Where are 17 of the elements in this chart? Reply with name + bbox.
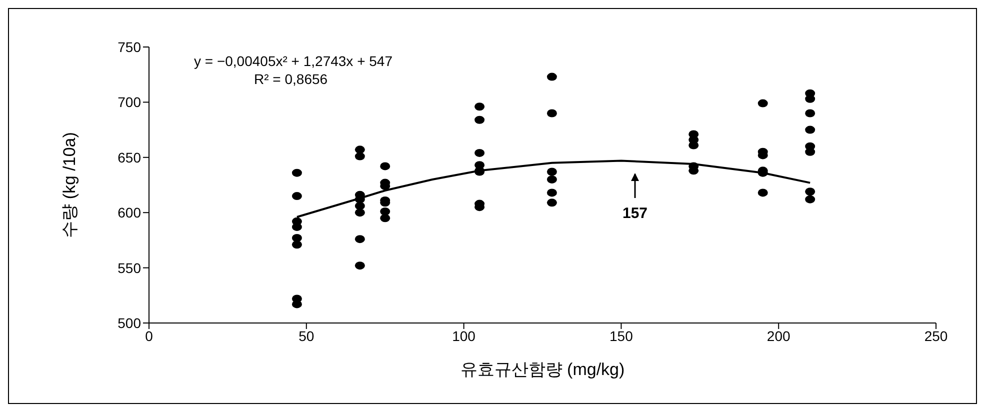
x-tick-label: 200 xyxy=(766,328,790,344)
x-tick-label: 0 xyxy=(145,328,154,344)
y-tick-label: 500 xyxy=(118,314,142,331)
x-axis-title: 유효규산함량 (mg/kg) xyxy=(460,360,625,379)
annotation: 157 xyxy=(622,205,648,222)
annotation: R² = 0,8656 xyxy=(254,71,328,87)
y-tick-label: 700 xyxy=(118,94,142,110)
y-tick-label: 600 xyxy=(118,204,142,221)
y-tick-label: 750 xyxy=(118,38,142,55)
y-tick-label: 550 xyxy=(118,260,142,276)
y-tick-label: 650 xyxy=(118,149,142,166)
x-tick-label: 150 xyxy=(610,328,634,344)
x-tick-label: 100 xyxy=(452,328,476,344)
x-tick-label: 50 xyxy=(298,328,314,344)
x-tick-label: 250 xyxy=(924,328,948,344)
y-axis-title: 수량 (kg /10a) xyxy=(60,132,80,238)
annotation: y = −0,00405x² + 1,2743x + 547 xyxy=(194,53,392,69)
